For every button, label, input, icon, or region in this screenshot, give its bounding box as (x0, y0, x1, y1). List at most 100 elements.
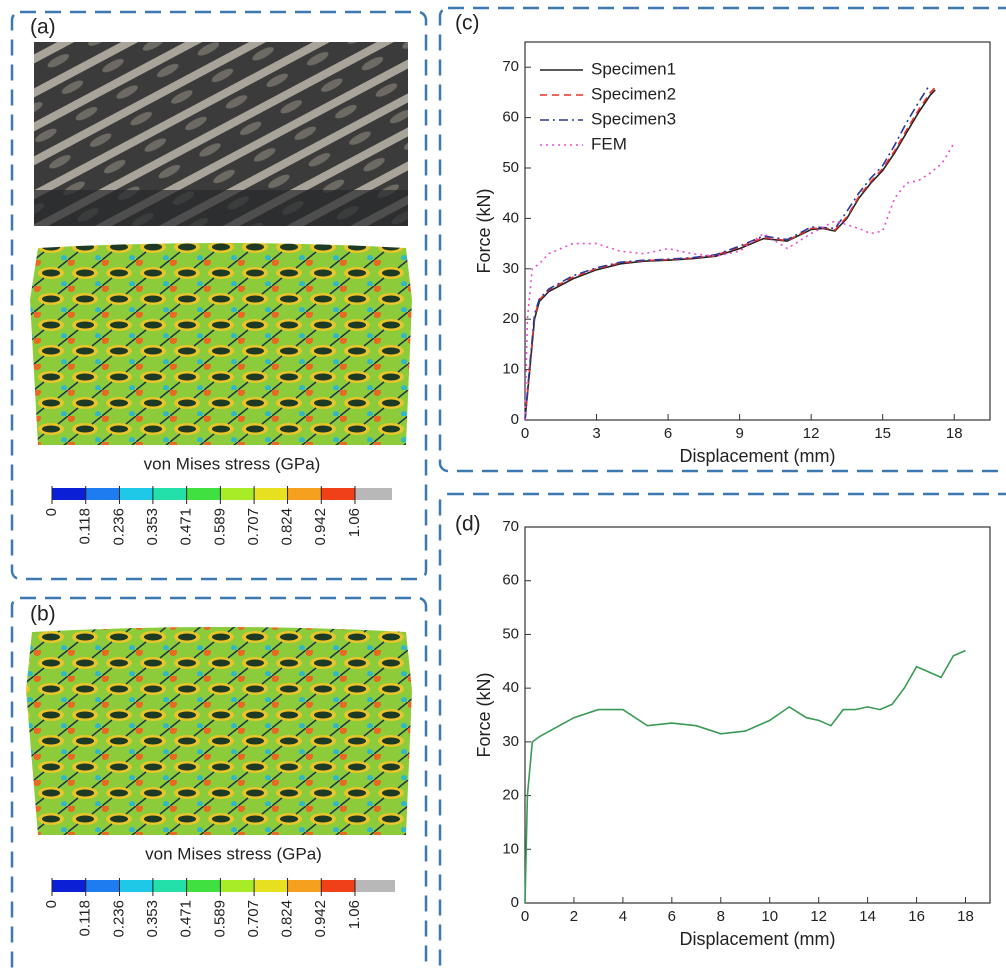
colorbar-segment (186, 488, 221, 500)
legend-label: Specimen1 (591, 59, 676, 78)
colorbar-segment (119, 488, 153, 500)
panel-label: (a) (30, 16, 56, 39)
plot-frame (524, 526, 991, 904)
colorbar-segment (254, 488, 288, 500)
x-axis-label: Displacement (mm) (679, 446, 835, 466)
colorbar-segment (321, 880, 355, 892)
x-tick-label: 10 (761, 908, 778, 925)
y-tick-label: 50 (502, 159, 519, 176)
colorbar-tick-label: 0 (43, 900, 60, 908)
y-axis-label: Force (kN) (474, 673, 494, 758)
colorbar-tick-label: 0.118 (77, 508, 94, 544)
colorbar-tick-label: 0.353 (144, 508, 161, 546)
colorbar-segment (52, 488, 86, 500)
colorbar-segment (152, 488, 187, 500)
x-tick-label: 6 (664, 425, 672, 442)
plot-frame (524, 41, 991, 421)
panel-frame (438, 6, 1006, 473)
y-tick-label: 60 (502, 109, 519, 126)
colorbar-segment (254, 880, 288, 892)
y-tick-label: 30 (502, 260, 519, 277)
series-line (524, 142, 955, 421)
colorbar-tick-label: 0.707 (245, 508, 262, 546)
panel-label: (b) (30, 603, 56, 626)
x-tick-label: 3 (592, 425, 600, 442)
legend-label: Specimen3 (591, 109, 676, 128)
y-tick-label: 40 (502, 679, 519, 696)
y-tick-label: 70 (502, 58, 519, 75)
panel-frame (10, 10, 428, 581)
panel-frame (10, 596, 428, 968)
colorbar-segment (186, 880, 221, 892)
colorbar-segment (220, 880, 255, 892)
colorbar-tick-label: 0 (43, 508, 60, 516)
colorbar-segment (287, 488, 322, 500)
x-tick-label: 6 (668, 908, 676, 925)
legend-label: FEM (591, 134, 627, 153)
y-tick-label: 70 (502, 518, 519, 535)
fem-stress-map (26, 627, 412, 835)
y-axis-label: Force (kN) (474, 189, 494, 274)
series-line (524, 86, 929, 421)
colorbar-segment (152, 880, 187, 892)
colorbar-segment (85, 880, 120, 892)
x-tick-label: 15 (874, 425, 891, 442)
x-tick-label: 12 (803, 425, 820, 442)
colorbar-tick-label: 0.471 (178, 508, 195, 546)
y-tick-label: 50 (502, 625, 519, 642)
y-tick-label: 10 (502, 840, 519, 857)
x-tick-label: 12 (810, 908, 827, 925)
colorbar-tick-label: 0.824 (279, 900, 296, 938)
x-tick-label: 4 (619, 908, 627, 925)
y-tick-label: 0 (511, 894, 519, 911)
y-tick-label: 40 (502, 209, 519, 226)
x-tick-label: 14 (859, 908, 876, 925)
colorbar-tick-label: 0.589 (211, 508, 228, 546)
panel-label: (c) (455, 12, 480, 35)
colorbar-tick-label: 1.06 (346, 508, 363, 537)
colorbar-segment (85, 488, 120, 500)
y-tick-label: 60 (502, 572, 519, 589)
panel-label: (d) (455, 513, 481, 536)
y-tick-label: 20 (502, 787, 519, 804)
panel-frame (438, 492, 1006, 968)
y-tick-label: 0 (511, 411, 519, 428)
colorbar-title: von Mises stress (GPa) (145, 844, 322, 863)
series-line (524, 89, 936, 421)
colorbar-segment (52, 880, 86, 892)
fem-stress-map (30, 243, 412, 445)
colorbar-tick-label: 0.942 (312, 508, 329, 546)
legend-label: Specimen2 (591, 84, 676, 103)
colorbar-segment (287, 880, 322, 892)
x-tick-label: 16 (908, 908, 925, 925)
colorbar-tick-label: 0.236 (110, 508, 127, 546)
colorbar-segment (321, 488, 355, 500)
colorbar-overflow (355, 488, 392, 500)
colorbar-tick-label: 0.471 (178, 900, 195, 938)
colorbar-tick-label: 0.824 (279, 508, 296, 546)
x-tick-label: 9 (735, 425, 743, 442)
y-tick-label: 20 (502, 310, 519, 327)
colorbar-segment (119, 880, 153, 892)
x-tick-label: 18 (946, 425, 963, 442)
x-axis-label: Displacement (mm) (679, 929, 835, 949)
x-tick-label: 0 (521, 425, 529, 442)
colorbar-title: von Mises stress (GPa) (144, 454, 321, 473)
colorbar-tick-label: 0.942 (312, 900, 329, 938)
photo-base (34, 190, 408, 226)
series-line (524, 649, 966, 904)
x-tick-label: 2 (570, 908, 578, 925)
y-tick-label: 30 (502, 733, 519, 750)
x-tick-label: 0 (521, 908, 529, 925)
colorbar-tick-label: 0.236 (110, 900, 127, 938)
colorbar-segment (220, 488, 255, 500)
colorbar-tick-label: 0.118 (77, 900, 94, 936)
x-tick-label: 18 (957, 908, 974, 925)
colorbar-tick-label: 0.589 (211, 900, 228, 938)
y-tick-label: 10 (502, 361, 519, 378)
x-tick-label: 8 (717, 908, 725, 925)
colorbar-tick-label: 1.06 (346, 900, 363, 929)
colorbar-tick-label: 0.707 (245, 900, 262, 938)
colorbar-overflow (355, 880, 395, 892)
